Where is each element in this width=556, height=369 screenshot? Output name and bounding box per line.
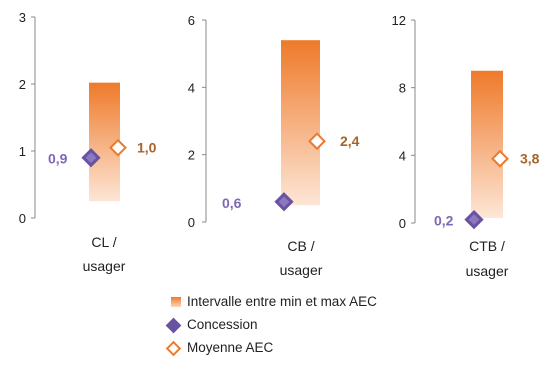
- y-tick-label: 0: [188, 215, 195, 230]
- y-tick-label: 1: [19, 144, 26, 159]
- category-label: CTB /: [469, 238, 505, 254]
- category-label-line2: usager: [280, 262, 323, 278]
- y-tick-label: 0: [399, 216, 406, 231]
- legend-label-moyenne: Moyenne AEC: [187, 340, 274, 355]
- legend-label-range: Intervalle entre min et max AEC: [187, 294, 377, 309]
- concession-marker: [274, 192, 294, 212]
- y-tick-label: 2: [19, 77, 26, 92]
- y-tick-label: 3: [19, 10, 26, 25]
- legend: Intervalle entre min et max AEC Concessi…: [165, 290, 377, 359]
- diamond-outline-icon: [165, 340, 182, 356]
- moyenne-marker: [308, 132, 326, 151]
- legend-item-concession: Concession: [165, 313, 377, 336]
- concession-value-label: 0,6: [222, 195, 242, 211]
- y-tick-label: 2: [188, 148, 195, 163]
- concession-marker: [81, 148, 101, 168]
- y-tick-label: 0: [19, 211, 26, 226]
- range-swatch-icon: [166, 295, 182, 309]
- y-tick-label: 6: [188, 13, 195, 28]
- chart-panel: 0 2 4 6 0,6 2,4 CB / usager: [188, 13, 360, 278]
- category-label-line2: usager: [466, 263, 509, 279]
- range-bar: [471, 70, 503, 218]
- category-label: CL /: [91, 234, 116, 250]
- moyenne-value-label: 1,0: [137, 140, 157, 156]
- chart-panel: 0 1 2 3 0,9 1,0 CL / usager: [19, 10, 157, 274]
- moyenne-value-label: 3,8: [520, 151, 540, 167]
- y-tick-label: 8: [399, 81, 406, 96]
- category-label-line2: usager: [83, 258, 126, 274]
- diamond-filled-icon: [165, 317, 182, 333]
- chart-panel: 0 4 8 12 0,2 3,8 CTB / usager: [392, 13, 540, 279]
- y-tick-label: 12: [392, 13, 406, 28]
- y-tick-label: 4: [399, 148, 406, 163]
- range-bar: [281, 40, 320, 206]
- concession-marker: [464, 209, 484, 230]
- legend-label-concession: Concession: [187, 317, 258, 332]
- moyenne-marker: [491, 149, 509, 168]
- y-tick-label: 4: [188, 80, 195, 95]
- moyenne-value-label: 2,4: [340, 133, 360, 149]
- moyenne-marker: [109, 138, 127, 157]
- legend-item-range: Intervalle entre min et max AEC: [166, 290, 377, 313]
- concession-value-label: 0,9: [48, 151, 68, 167]
- legend-item-moyenne: Moyenne AEC: [165, 336, 377, 359]
- concession-value-label: 0,2: [434, 213, 454, 229]
- category-label: CB /: [287, 238, 314, 254]
